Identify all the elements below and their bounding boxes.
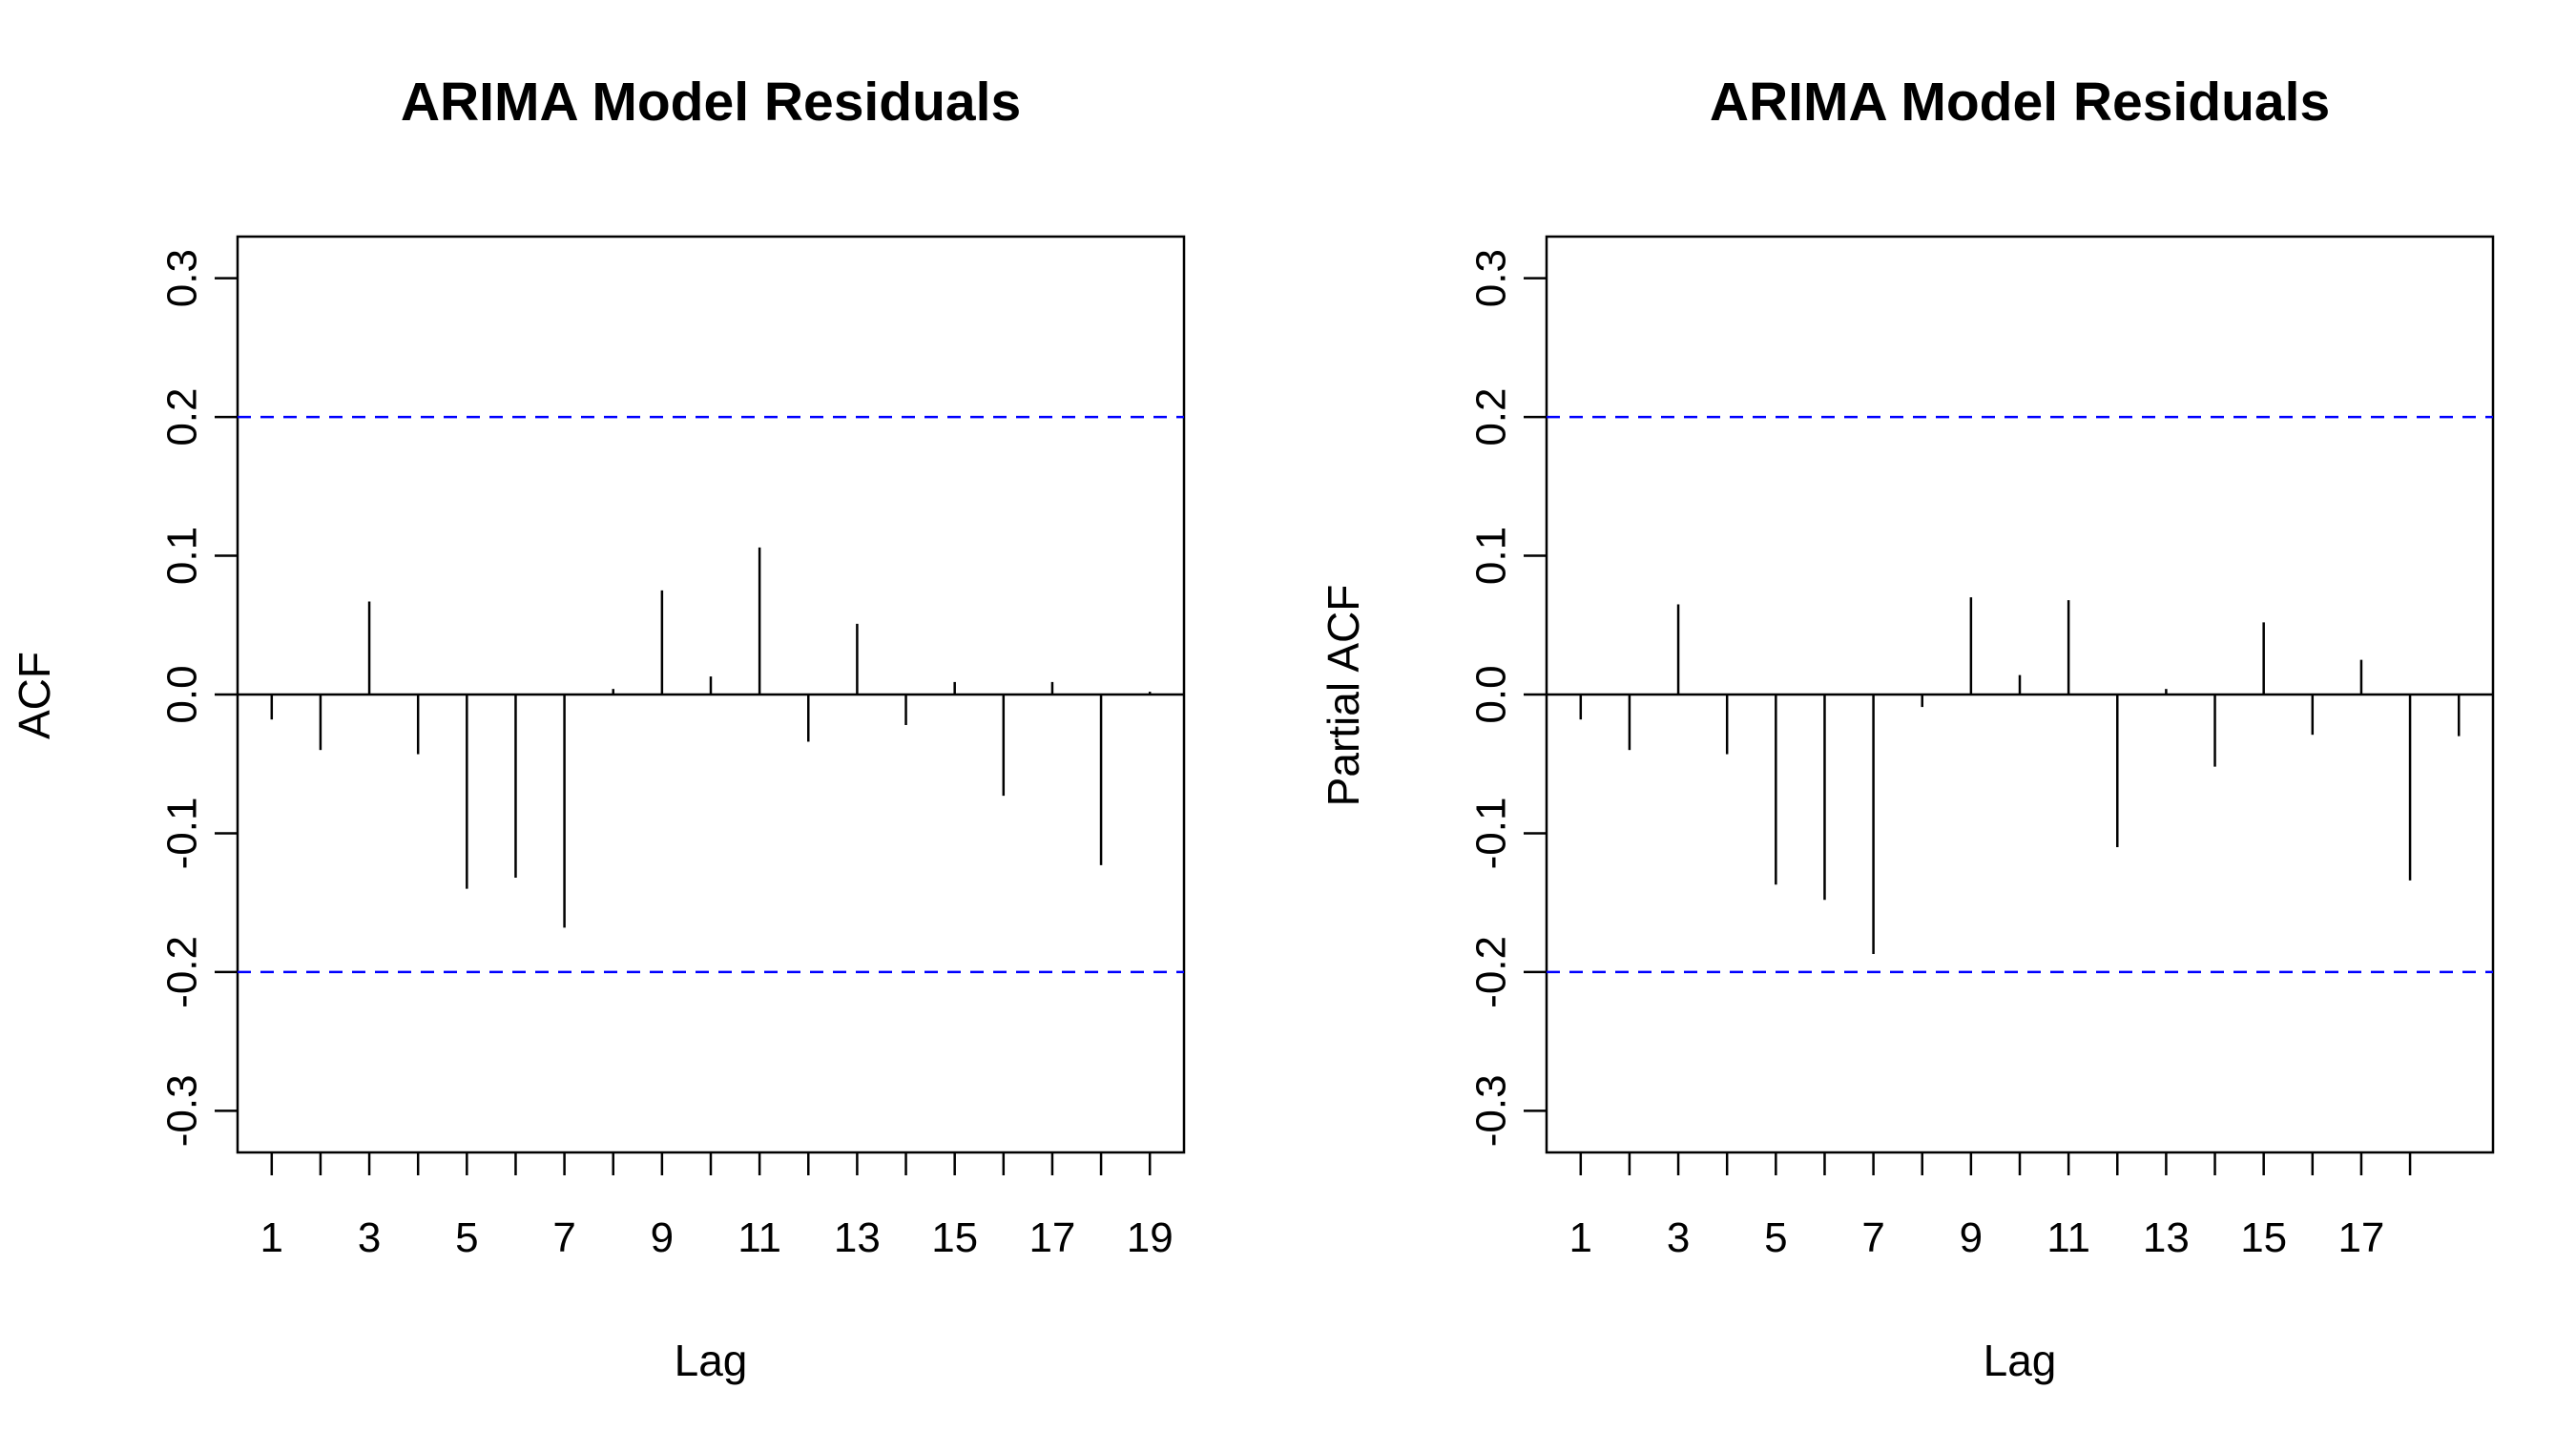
y-tick-label: 0.1 — [159, 527, 206, 585]
y-axis-title: ACF — [10, 652, 59, 739]
x-tick-label: 9 — [651, 1214, 674, 1261]
x-tick-label: 15 — [2240, 1214, 2287, 1261]
y-tick-label: 0.0 — [159, 665, 206, 723]
y-tick-label: 0.1 — [1468, 527, 1515, 585]
x-tick-label: 19 — [1127, 1214, 1174, 1261]
x-axis-title: Lag — [675, 1336, 748, 1385]
x-tick-label: 1 — [1569, 1214, 1592, 1261]
x-tick-label: 9 — [1960, 1214, 1983, 1261]
y-tick-label: -0.2 — [159, 936, 206, 1008]
x-tick-label: 5 — [1764, 1214, 1787, 1261]
x-tick-label: 17 — [1028, 1214, 1075, 1261]
y-tick-label: -0.3 — [159, 1074, 206, 1147]
y-tick-label: -0.3 — [1468, 1074, 1515, 1147]
x-tick-label: 11 — [737, 1214, 781, 1261]
x-axis-title: Lag — [1984, 1336, 2057, 1385]
y-tick-label: 0.3 — [1468, 249, 1515, 307]
x-tick-label: 13 — [2143, 1214, 2190, 1261]
y-tick-label: -0.1 — [1468, 798, 1515, 870]
x-tick-label: 13 — [834, 1214, 881, 1261]
y-tick-label: -0.2 — [1468, 936, 1515, 1008]
acf-panel: ARIMA Model Residuals Lag ACF -0.3 -0.2 -0… — [10, 72, 1186, 1385]
chart-title: ARIMA Model Residuals — [1710, 72, 2330, 133]
x-tick-label: 5 — [455, 1214, 478, 1261]
y-tick-label: 0.2 — [1468, 388, 1515, 446]
x-tick-label: 7 — [552, 1214, 575, 1261]
y-tick-label: 0.3 — [159, 249, 206, 307]
pacf-panel: ARIMA Model Residuals Lag Partial ACF -0… — [1319, 72, 2495, 1385]
x-tick-label: 3 — [1667, 1214, 1690, 1261]
chart-title: ARIMA Model Residuals — [401, 72, 1021, 133]
y-tick-label: -0.1 — [159, 798, 206, 870]
y-tick-label: 0.0 — [1468, 665, 1515, 723]
x-tick-label: 7 — [1861, 1214, 1884, 1261]
x-tick-label: 17 — [2337, 1214, 2384, 1261]
x-tick-label: 1 — [260, 1214, 283, 1261]
x-tick-label: 3 — [358, 1214, 381, 1261]
y-tick-label: 0.2 — [159, 388, 206, 446]
y-axis-title: Partial ACF — [1319, 585, 1368, 807]
x-tick-label: 11 — [2046, 1214, 2090, 1261]
x-tick-label: 15 — [931, 1214, 978, 1261]
